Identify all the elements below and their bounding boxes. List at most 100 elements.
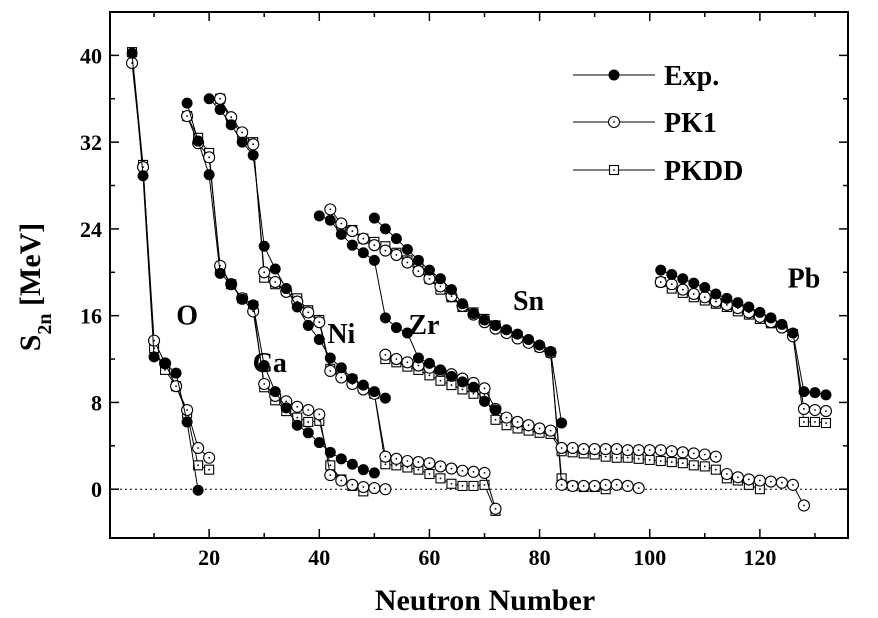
legend-label-exp: Exp. <box>664 61 719 92</box>
pkdd-point-center <box>825 422 827 424</box>
pk1-point-center <box>494 507 497 510</box>
pk1-point-center <box>307 409 310 411</box>
pk1-point-center <box>263 383 266 385</box>
exp-point <box>423 264 435 276</box>
pk1-point-center <box>439 285 442 288</box>
exp-point <box>258 360 270 372</box>
exp-point <box>192 135 204 147</box>
pkdd-point-center <box>604 455 607 458</box>
pk1-point-center <box>714 300 717 303</box>
exp-point <box>666 268 678 280</box>
exp-point <box>247 299 259 311</box>
pk1-point-center <box>439 465 442 468</box>
pk1-point-center <box>604 448 607 450</box>
exp-point <box>545 345 557 357</box>
legend-item-pk1: PK1 <box>573 108 717 139</box>
exp-point <box>401 327 413 339</box>
x-tick-label: 60 <box>418 545 440 570</box>
pk1-point-center <box>384 488 387 491</box>
x-tick-label: 80 <box>529 545 551 570</box>
pk1-point-center <box>208 156 211 159</box>
exp-point <box>324 352 336 364</box>
exp-point <box>236 293 248 305</box>
series-layer <box>125 47 833 516</box>
exp-point <box>258 240 270 252</box>
series-exp <box>126 47 832 496</box>
pk1-point-center <box>483 472 486 474</box>
exp-point <box>412 254 424 266</box>
exp-point <box>608 69 620 81</box>
pk1-point-center <box>549 429 552 432</box>
pk1-point-center <box>659 281 662 283</box>
pkdd-point-center <box>659 460 662 462</box>
exp-point <box>523 334 535 346</box>
pk1-point-center <box>681 288 684 291</box>
pkdd-point-center <box>516 427 519 430</box>
y-axis-title-sub: 2n <box>34 313 56 334</box>
pk1-point-center <box>615 483 618 486</box>
exp-point <box>809 387 821 399</box>
pk1-point-center <box>604 483 607 486</box>
group-label-ni: Ni <box>327 319 355 350</box>
pk1-point-center <box>340 479 343 482</box>
pk1-point-center <box>197 447 200 449</box>
exp-point <box>368 254 380 266</box>
pk1-point-center <box>318 413 321 416</box>
x-tick-label: 120 <box>743 545 776 570</box>
exp-point <box>313 210 325 222</box>
pk1-point-center <box>329 370 332 372</box>
pkdd-point-center <box>681 462 684 465</box>
pkdd-point-center <box>461 388 464 391</box>
pk1-point-center <box>560 483 563 486</box>
exp-point <box>247 149 259 161</box>
exp-point <box>137 170 149 182</box>
exp-point <box>203 93 215 105</box>
pkdd-point-center <box>714 468 717 471</box>
x-axis-title: Neutron Number <box>375 584 595 617</box>
y-tick-label: 24 <box>80 217 102 242</box>
pkdd-point-center <box>329 464 332 467</box>
pk1-point-center <box>516 421 519 423</box>
pk1-point-center <box>637 487 640 490</box>
pkdd-point-center <box>384 463 387 466</box>
pk1-point-center <box>395 254 398 256</box>
exp-point <box>467 308 479 320</box>
exp-point <box>655 264 667 276</box>
pk1-point-center <box>406 361 409 364</box>
exp-point <box>401 244 413 256</box>
legend-item-pkdd: PKDD <box>573 156 743 187</box>
exp-point <box>148 351 160 363</box>
pk1-point-center <box>186 409 189 411</box>
pk1-point-center <box>373 244 376 247</box>
pkdd-point-center <box>428 473 431 475</box>
exp-point <box>732 297 744 309</box>
pkdd-point-center <box>450 384 453 386</box>
pk1-point-center <box>252 143 255 146</box>
pkdd-point-center <box>164 368 166 371</box>
pk1-point-center <box>362 486 365 488</box>
group-label-pb: Pb <box>788 263 821 294</box>
series-line-exp <box>660 269 827 396</box>
exp-point <box>501 324 513 336</box>
exp-point <box>280 283 292 295</box>
legend-label-pkdd: PKDD <box>664 156 743 187</box>
pk1-point-center <box>329 474 332 476</box>
pk1-point-center <box>384 249 387 252</box>
pk1-point-center <box>560 447 563 449</box>
pk1-point-center <box>406 261 409 264</box>
pk1-point-center <box>384 455 387 458</box>
pkdd-point-center <box>318 419 321 422</box>
y-tick-label: 40 <box>80 43 102 68</box>
exp-point <box>820 389 832 401</box>
legend-label-pk1: PK1 <box>664 108 717 139</box>
exp-point <box>126 47 138 59</box>
exp-point <box>412 352 424 364</box>
pk1-point-center <box>395 457 398 460</box>
pk1-point-center <box>219 97 222 100</box>
exp-point <box>291 419 303 431</box>
pkdd-point-center <box>428 374 431 377</box>
pk1-point-center <box>340 376 343 379</box>
pk1-point-center <box>747 478 750 481</box>
pk1-point-center <box>792 483 794 486</box>
pk1-point-center <box>769 480 772 483</box>
